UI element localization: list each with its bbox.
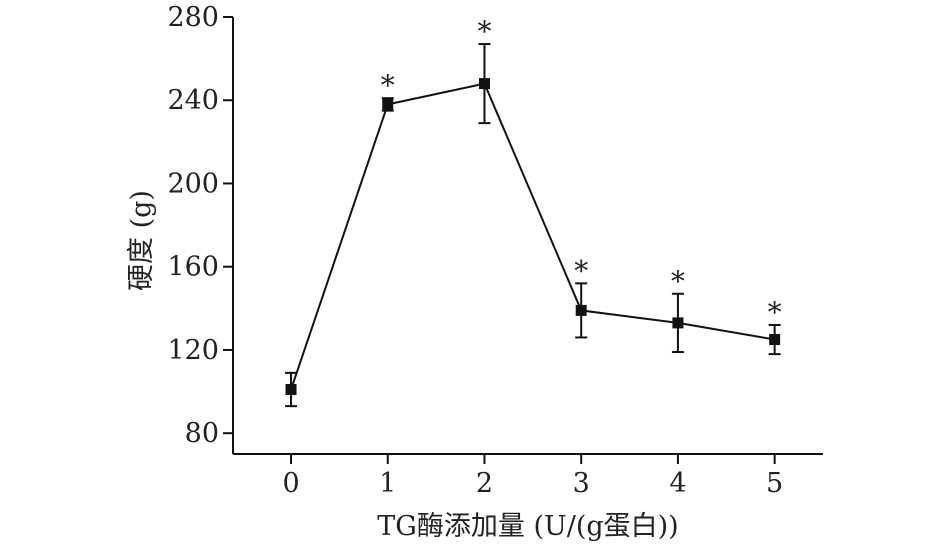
x-tick-label: 5 (766, 468, 783, 499)
y-tick-label: 120 (167, 335, 219, 366)
data-marks: * * * * * (285, 15, 782, 408)
y-tick-label: 80 (185, 418, 219, 449)
x-tick-label: 1 (379, 468, 396, 499)
y-tick-label: 240 (167, 85, 219, 116)
significance-label: * (671, 265, 685, 298)
data-point (382, 98, 394, 110)
x-axis-title: TG酶添加量 (U/(g蛋白)) (377, 511, 678, 542)
ticks: 80 120 160 200 240 280 0 1 2 3 4 5 (167, 2, 783, 499)
x-tick-label: 4 (669, 468, 686, 499)
data-point (769, 334, 781, 346)
significance-label: * (574, 254, 588, 287)
x-tick-label: 2 (476, 468, 493, 499)
y-tick-label: 160 (167, 252, 219, 283)
y-tick-label: 280 (167, 2, 219, 33)
y-axis-title: 硬度 (g) (126, 190, 157, 291)
significance-label: * (477, 15, 491, 48)
significance-label: * (381, 69, 395, 102)
y-tick-label: 200 (167, 168, 219, 199)
series-line (290, 82, 775, 390)
x-tick-label: 0 (282, 468, 299, 499)
data-point (672, 317, 684, 329)
significance-label: * (768, 296, 782, 329)
data-point (478, 78, 490, 90)
data-point (575, 304, 587, 316)
axes (232, 17, 823, 455)
data-point (285, 383, 297, 395)
x-tick-label: 3 (573, 468, 590, 499)
